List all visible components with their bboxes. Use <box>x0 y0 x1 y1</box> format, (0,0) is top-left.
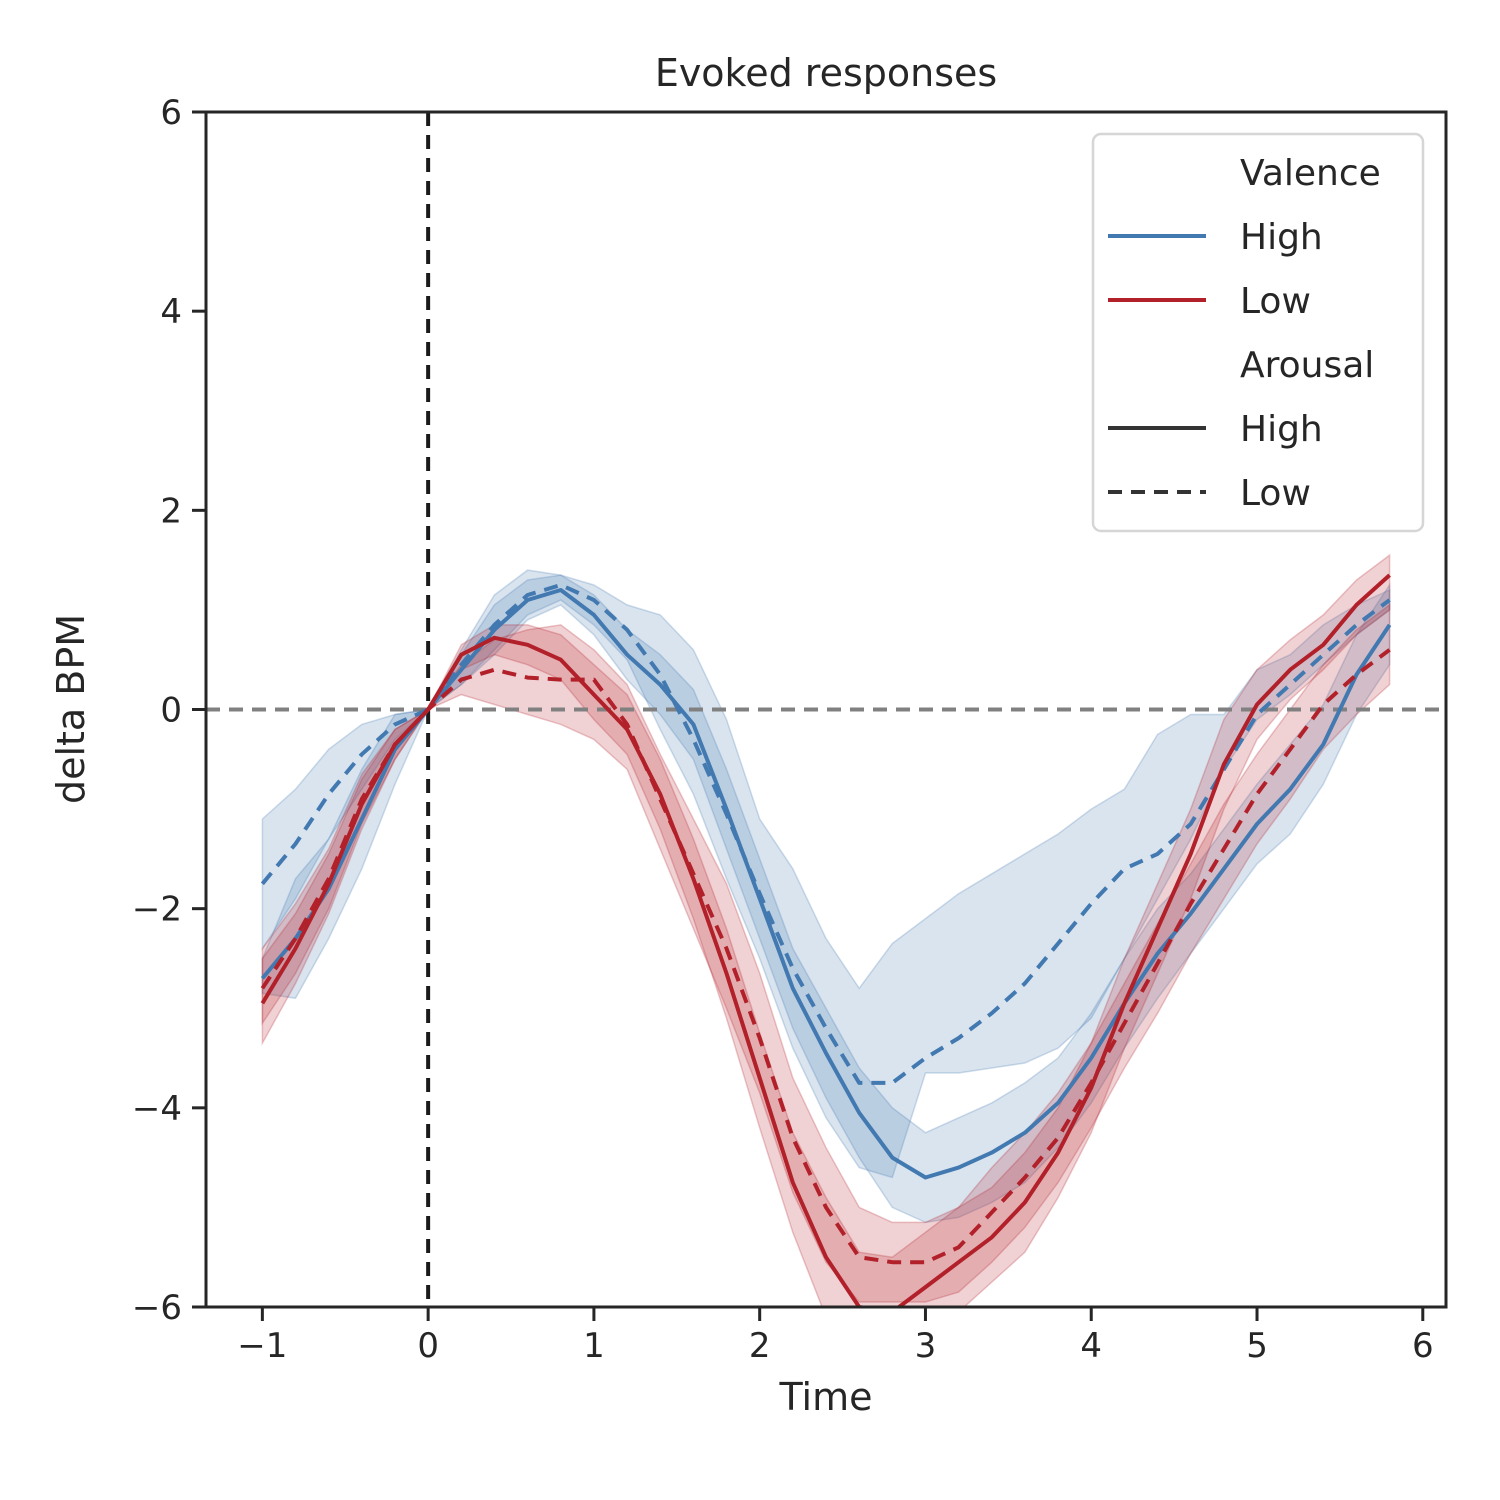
legend-group-title: Valence <box>1240 153 1381 194</box>
y-axis-title: delta BPM <box>49 614 93 804</box>
y-tick-label: −4 <box>132 1089 182 1129</box>
chart-title: Evoked responses <box>655 51 997 95</box>
x-tick-label: 2 <box>749 1326 771 1366</box>
legend-box <box>1091 132 1425 533</box>
x-axis-ticks: −1 0 1 2 3 4 5 6 <box>237 1307 1434 1366</box>
x-tick-label: 6 <box>1412 1326 1434 1366</box>
y-tick-label: 0 <box>160 691 182 731</box>
x-tick-label: −1 <box>237 1326 287 1366</box>
x-tick-label: 0 <box>417 1326 439 1366</box>
y-tick-label: −2 <box>132 890 182 930</box>
line-valence-high-arousal-low <box>260 583 1391 1085</box>
legend-group-title: Arousal <box>1240 345 1374 386</box>
ci-band-valence-low-arousal-high <box>261 553 1391 1307</box>
ci-band-valence-high-arousal-high <box>261 574 1391 1224</box>
y-tick-label: 4 <box>160 292 182 332</box>
y-tick-label: 2 <box>160 491 182 531</box>
reference-lines <box>206 112 1446 1307</box>
legend-entry-label: High <box>1240 217 1323 258</box>
x-tick-label: 5 <box>1246 1326 1268 1366</box>
legend-entry-label: Low <box>1240 473 1311 514</box>
legend: Valence High Low Arousal High Low <box>1091 132 1425 533</box>
x-tick-label: 3 <box>915 1326 937 1366</box>
y-tick-label: −6 <box>132 1288 182 1328</box>
line-valence-low-arousal-high <box>260 573 1391 1307</box>
legend-entry-label: High <box>1240 409 1323 450</box>
x-tick-label: 1 <box>583 1326 605 1366</box>
ci-band-valence-low-arousal-low <box>261 603 1391 1303</box>
x-axis-title: Time <box>779 1375 873 1419</box>
series-lines <box>260 573 1392 1307</box>
legend-entry-label: Low <box>1240 281 1311 322</box>
y-axis-ticks: −6 −4 −2 0 2 4 6 <box>132 93 206 1328</box>
line-valence-low-arousal-low <box>260 648 1391 1265</box>
y-tick-label: 6 <box>160 93 182 133</box>
x-tick-label: 4 <box>1080 1326 1102 1366</box>
